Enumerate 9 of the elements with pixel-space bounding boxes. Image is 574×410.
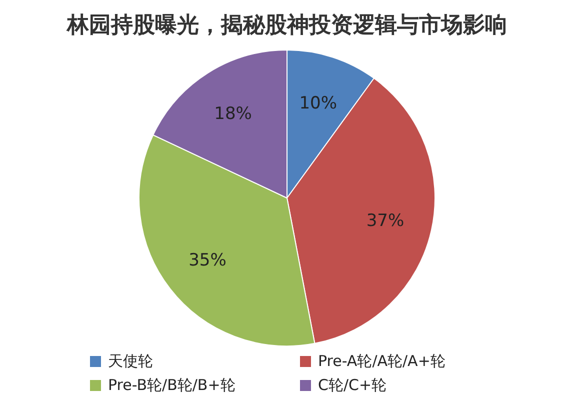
legend-label: Pre-B轮/B轮/B+轮: [108, 376, 236, 394]
data-label: 18%: [214, 104, 252, 124]
legend-label: Pre-A轮/A轮/A+轮: [318, 352, 446, 370]
legend-label: C轮/C+轮: [318, 376, 387, 394]
chart-title: 林园持股曝光，揭秘股神投资逻辑与市场影响: [66, 12, 507, 38]
legend-label: 天使轮: [108, 352, 153, 370]
data-label: 35%: [188, 250, 226, 271]
data-label: 10%: [299, 93, 337, 114]
data-label: 37%: [366, 210, 404, 231]
